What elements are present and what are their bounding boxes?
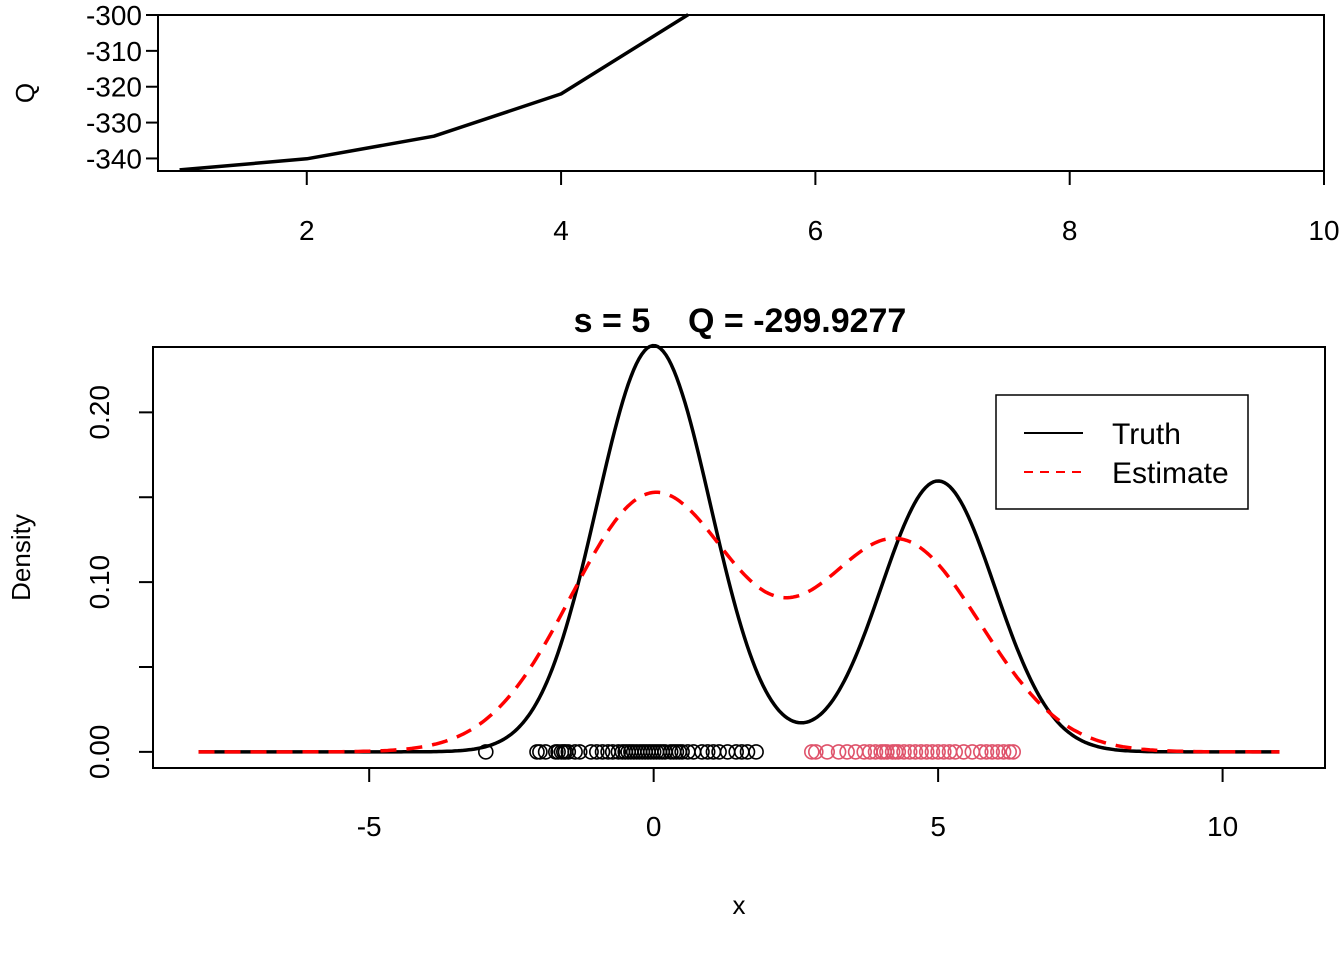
legend: Truth Estimate bbox=[995, 394, 1249, 510]
data-point-component-2 bbox=[819, 744, 836, 760]
data-point-component-2 bbox=[995, 744, 1012, 760]
data-point-component-1 bbox=[674, 744, 690, 760]
density-line-truth bbox=[198, 343, 1280, 754]
data-point-component-2 bbox=[913, 744, 929, 760]
density-y-tick-label: 0.00 bbox=[84, 725, 115, 780]
data-point-component-1 bbox=[594, 744, 611, 760]
density-panel: s = 5 Q = -299.9277 0.000.100.20 -5 0 5 10 … bbox=[6, 302, 1326, 920]
data-point-component-2 bbox=[839, 744, 855, 760]
density-series bbox=[198, 343, 1280, 754]
data-point-component-2 bbox=[984, 744, 1001, 760]
data-point-component-2 bbox=[879, 744, 895, 760]
data-point-component-1 bbox=[588, 744, 605, 760]
q-y-axis-label: Q bbox=[10, 83, 40, 103]
data-point-component-2 bbox=[830, 744, 847, 760]
q-y-tick-label: -300 bbox=[86, 0, 142, 31]
data-point-component-2 bbox=[803, 744, 820, 760]
data-point-component-2 bbox=[947, 744, 964, 760]
q-series bbox=[179, 13, 690, 172]
q-y-tick-label: -320 bbox=[86, 72, 142, 103]
data-point-component-1 bbox=[610, 744, 627, 760]
data-point-component-1 bbox=[739, 744, 756, 760]
data-point-component-1 bbox=[711, 744, 727, 760]
q-x-tick-label: 4 bbox=[553, 215, 569, 246]
q-x-tick-label: 10 bbox=[1308, 215, 1339, 246]
density-y-tick-label: 0.10 bbox=[84, 555, 115, 610]
data-point-component-1 bbox=[604, 744, 621, 760]
data-point-component-2 bbox=[935, 744, 952, 760]
data-points bbox=[477, 744, 1022, 760]
density-x-tick-label: 5 bbox=[930, 811, 946, 842]
q-trace-line bbox=[179, 13, 690, 172]
q-x-axis: 2 4 6 8 10 bbox=[299, 171, 1340, 246]
data-point-component-1 bbox=[529, 744, 545, 760]
data-point-component-1 bbox=[719, 744, 736, 760]
q-x-tick-label: 8 bbox=[1062, 215, 1078, 246]
data-point-component-2 bbox=[856, 744, 873, 760]
data-point-component-1 bbox=[699, 744, 716, 760]
data-point-component-2 bbox=[901, 744, 918, 760]
q-y-tick-label: -330 bbox=[86, 108, 142, 139]
legend-label-estimate: Estimate bbox=[1112, 457, 1229, 490]
data-point-component-2 bbox=[918, 744, 935, 760]
data-point-component-1 bbox=[748, 744, 764, 760]
data-point-component-2 bbox=[907, 744, 924, 760]
data-point-component-2 bbox=[847, 744, 864, 760]
density-x-axis-label: x bbox=[733, 890, 746, 920]
legend-box bbox=[995, 394, 1249, 510]
density-x-tick-label: -5 bbox=[357, 811, 382, 842]
density-title: s = 5 Q = -299.9277 bbox=[574, 302, 907, 340]
data-point-component-1 bbox=[728, 744, 745, 760]
density-y-axis-label: Density bbox=[6, 514, 36, 601]
data-point-component-2 bbox=[1005, 744, 1022, 760]
data-point-component-2 bbox=[807, 744, 824, 760]
legend-label-truth: Truth bbox=[1112, 418, 1181, 451]
data-point-component-2 bbox=[978, 744, 995, 760]
q-x-tick-label: 2 bbox=[299, 215, 315, 246]
data-point-component-2 bbox=[890, 744, 907, 760]
density-y-tick-label: 0.20 bbox=[84, 385, 115, 440]
data-point-component-1 bbox=[571, 744, 588, 760]
q-y-axis: -340 -330 -320 -310 -300 bbox=[86, 0, 159, 174]
density-x-tick-label: 10 bbox=[1207, 811, 1238, 842]
q-trace-panel: -340 -330 -320 -310 -300 2 4 6 8 10 Q bbox=[10, 0, 1340, 246]
data-point-component-1 bbox=[537, 744, 554, 760]
data-point-component-1 bbox=[560, 744, 577, 760]
data-point-component-2 bbox=[896, 744, 912, 760]
density-x-axis: -5 0 5 10 bbox=[357, 767, 1238, 842]
data-point-component-2 bbox=[930, 744, 946, 760]
density-x-tick-label: 0 bbox=[646, 811, 662, 842]
data-point-component-1 bbox=[583, 744, 599, 760]
data-point-component-1 bbox=[694, 744, 710, 760]
q-plot-frame bbox=[157, 14, 1325, 172]
data-point-component-2 bbox=[964, 744, 981, 760]
data-point-component-1 bbox=[532, 744, 548, 760]
density-y-axis: 0.00 0.10 0.20 bbox=[84, 385, 154, 780]
data-point-component-2 bbox=[972, 744, 989, 760]
density-line-estimate bbox=[198, 490, 1280, 754]
q-x-tick-label: 6 bbox=[808, 215, 824, 246]
data-point-component-2 bbox=[867, 744, 884, 760]
q-y-tick-label: -340 bbox=[86, 143, 142, 174]
data-point-component-2 bbox=[1001, 744, 1018, 760]
data-point-component-1 bbox=[567, 744, 583, 760]
data-point-component-2 bbox=[955, 744, 972, 760]
q-y-tick-label: -310 bbox=[86, 36, 142, 67]
data-point-component-2 bbox=[924, 744, 941, 760]
data-point-component-2 bbox=[990, 744, 1006, 760]
